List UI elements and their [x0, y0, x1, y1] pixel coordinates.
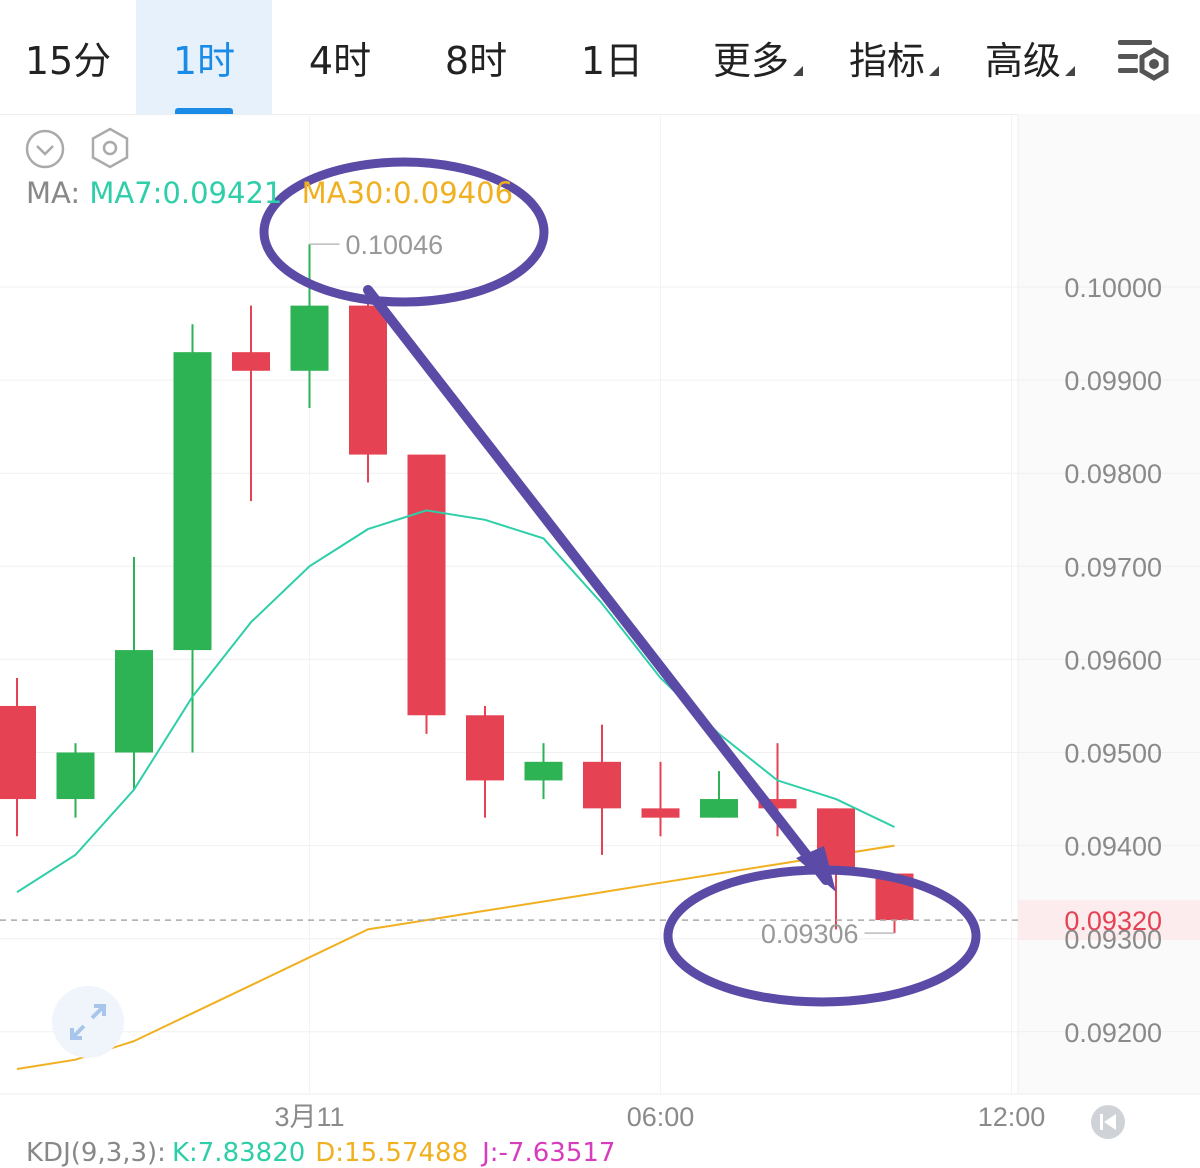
- tab-8h[interactable]: 8时: [408, 0, 544, 114]
- tab-label: 1时: [172, 38, 236, 83]
- dropdown-corner-icon: [1065, 66, 1075, 76]
- rewind-icon[interactable]: [1090, 1104, 1126, 1140]
- kdj-k-value: K:7.83820: [171, 1138, 306, 1168]
- hand-drawn-annotation: [259, 157, 981, 1007]
- tab-15m[interactable]: 15分: [0, 0, 136, 114]
- ma30-line: [16, 844, 895, 1070]
- candle-body-up[interactable]: [56, 752, 95, 800]
- expand-icon[interactable]: [50, 984, 126, 1060]
- tab-more[interactable]: 更多: [700, 0, 816, 114]
- active-tab-indicator: [175, 108, 233, 114]
- candle-body-down[interactable]: [641, 808, 680, 818]
- y-tick-label: 0.10000: [1064, 273, 1162, 303]
- chevron-down-circle-icon[interactable]: [24, 128, 66, 170]
- candle-body-up[interactable]: [524, 761, 563, 781]
- annotation-circle-high: [259, 157, 549, 307]
- candle-body-down[interactable]: [758, 799, 797, 809]
- ma7-value: MA7:0.09421: [89, 176, 283, 210]
- tab-label: 15分: [24, 38, 112, 83]
- current-price-label: 0.09320: [1064, 906, 1162, 936]
- y-tick-label: 0.09500: [1064, 739, 1162, 769]
- tab-label: 指标: [848, 38, 925, 83]
- tab-label: 8时: [444, 38, 508, 83]
- candlestick-chart[interactable]: 0.10046 0.09306 0.09320 0.10000 0.09900 0.09…: [0, 114, 1200, 1157]
- y-tick-label: 0.09700: [1064, 552, 1162, 582]
- tab-label: 更多: [712, 38, 789, 83]
- y-tick-label: 0.09800: [1064, 459, 1162, 489]
- ma7-line: [16, 509, 895, 894]
- candle-body-up[interactable]: [290, 305, 329, 371]
- interval-tab-bar: 15分 1时 4时 8时 1日 更多 指标 高级: [0, 0, 1200, 115]
- ma-legend-label: MA:: [26, 176, 81, 210]
- tab-4h[interactable]: 4时: [272, 0, 408, 114]
- candle-body-up[interactable]: [700, 799, 738, 818]
- tab-1d[interactable]: 1日: [544, 0, 680, 114]
- candle-body-up[interactable]: [115, 650, 153, 753]
- y-tick-label: 0.09900: [1064, 366, 1162, 396]
- tab-label: 1日: [580, 38, 644, 83]
- current-price-badge: [1018, 900, 1200, 941]
- y-tick-label: 0.09400: [1064, 832, 1162, 862]
- chart-settings-icon[interactable]: [1114, 34, 1174, 84]
- candle-body-down[interactable]: [0, 705, 36, 800]
- dropdown-corner-icon: [793, 66, 803, 76]
- y-tick-label: 0.09300: [1064, 925, 1162, 955]
- y-tick-label: 0.09600: [1064, 645, 1162, 675]
- tab-1h[interactable]: 1时: [136, 0, 272, 114]
- tab-advanced[interactable]: 高级: [972, 0, 1088, 114]
- x-tick-label: 06:00: [627, 1102, 695, 1132]
- ma-legend: MA: MA7:0.09421 MA30:0.09406: [26, 176, 513, 210]
- candle-body-down[interactable]: [349, 305, 387, 455]
- hexagon-settings-icon[interactable]: [88, 126, 132, 170]
- y-tick-label: 0.09200: [1064, 1018, 1162, 1048]
- dropdown-corner-icon: [929, 66, 939, 76]
- kdj-d-value: D:15.57488: [315, 1138, 469, 1168]
- ma30-value: MA30:0.09406: [301, 176, 514, 210]
- candle-body-up[interactable]: [173, 352, 212, 651]
- tab-label: 4时: [308, 38, 372, 83]
- kdj-legend: KDJ(9,3,3): K:7.83820 D:15.57488 J:-7.63517: [26, 1138, 615, 1168]
- candle-body-down[interactable]: [407, 454, 446, 716]
- candle-body-down[interactable]: [583, 761, 621, 809]
- low-price-marker: 0.09306: [761, 919, 859, 949]
- candle-body-down[interactable]: [232, 352, 270, 371]
- annotation-arrow-line: [363, 285, 831, 885]
- x-tick-label: 3月11: [274, 1102, 344, 1132]
- candle-body-down[interactable]: [466, 715, 504, 781]
- tab-label: 高级: [984, 38, 1061, 83]
- kdj-j-value: J:-7.63517: [482, 1138, 616, 1168]
- kdj-label: KDJ(9,3,3):: [26, 1138, 166, 1168]
- x-tick-label: 12:00: [978, 1102, 1046, 1132]
- tab-indicators[interactable]: 指标: [836, 0, 952, 114]
- high-price-marker: 0.10046: [346, 230, 444, 260]
- annotation-arrowhead: [796, 846, 836, 892]
